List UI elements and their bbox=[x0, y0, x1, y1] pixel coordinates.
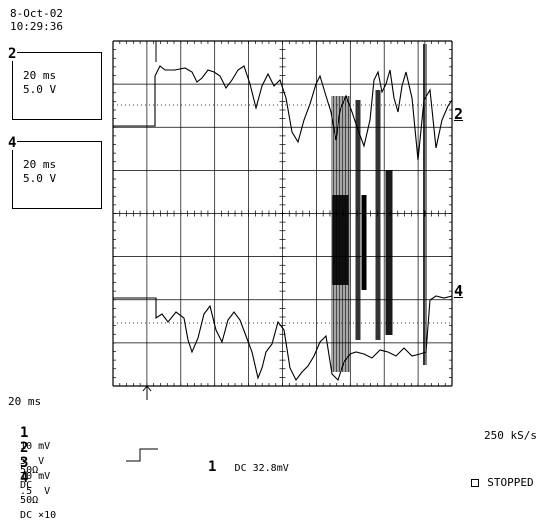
channel-3-number: 3 bbox=[20, 455, 29, 471]
trace-4-descriptor[interactable]: 4 20 ms 5.0 V bbox=[7, 136, 102, 209]
channel-4-setting[interactable]: 4 .5 V DC ⨯10 bbox=[8, 460, 56, 522]
channel-4-number: 4 bbox=[20, 470, 29, 486]
trace-2-timebase: 20 ms bbox=[23, 69, 57, 82]
graticule bbox=[112, 40, 453, 387]
trigger-channel: 1 bbox=[208, 459, 217, 475]
trigger-position-arrow[interactable] bbox=[142, 385, 152, 400]
trace-2-volts: 5.0 V bbox=[23, 83, 57, 96]
channel-1-setting[interactable]: 1 10 mV 50Ω bbox=[8, 415, 50, 477]
trigger-edge-icon bbox=[126, 448, 158, 462]
trace-2-number: 2 bbox=[7, 46, 18, 62]
trace-4-number: 4 bbox=[7, 135, 18, 151]
trace-2-waveform bbox=[113, 65, 453, 161]
channel-4-coupling: DC ⨯10 bbox=[20, 510, 57, 521]
channel-1-number: 1 bbox=[20, 425, 29, 441]
signal-bursts bbox=[155, 41, 427, 372]
channel-2-scale: 5 V bbox=[20, 456, 45, 467]
trace-4-waveform bbox=[113, 295, 453, 382]
status-text: STOPPED bbox=[487, 476, 534, 489]
sample-rate: 250 kS/s bbox=[484, 429, 537, 442]
trigger-level: DC 32.8mV bbox=[234, 463, 289, 474]
waveform-display[interactable] bbox=[0, 0, 547, 480]
channel-4-scale: .5 V bbox=[20, 486, 51, 497]
status-square-icon bbox=[471, 479, 480, 487]
acquisition-status[interactable]: STOPPED bbox=[458, 463, 534, 489]
trace-4-level-marker[interactable]: 4 bbox=[454, 282, 464, 300]
trace-2-level-marker[interactable]: 2 bbox=[454, 105, 464, 123]
acquisition-date: 8-Oct-02 bbox=[10, 7, 63, 20]
footer-timebase: 20 ms bbox=[8, 395, 42, 408]
trace-4-timebase: 20 ms bbox=[23, 158, 57, 171]
channel-2-number: 2 bbox=[20, 440, 29, 456]
channel-1-scale: 10 mV bbox=[20, 441, 51, 452]
channel-3-scale: 10 mV bbox=[20, 471, 51, 482]
trigger-info[interactable]: 1 DC 32.8mV bbox=[196, 448, 289, 475]
trace-2-descriptor[interactable]: 2 20 ms 5.0 V bbox=[7, 47, 102, 120]
channel-1-coupling: 50Ω bbox=[20, 465, 39, 476]
trace-4-volts: 5.0 V bbox=[23, 172, 57, 185]
acquisition-time: 10:29:36 bbox=[10, 20, 63, 33]
